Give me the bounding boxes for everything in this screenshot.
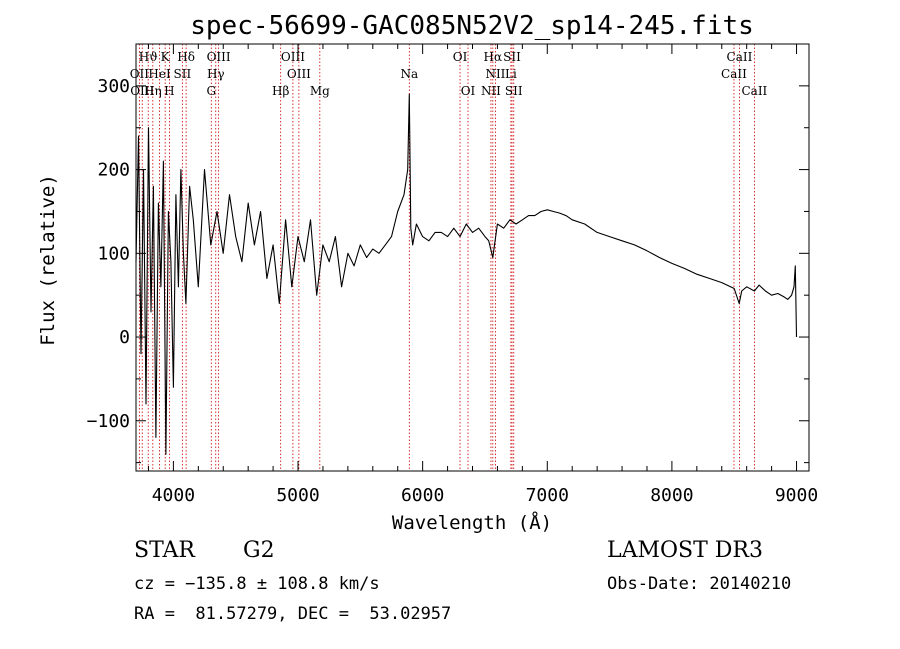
spectral-line-label: NII (481, 84, 501, 98)
spectral-line-label: Hα (484, 50, 503, 64)
coordinates-text: RA = 81.57279, DEC = 53.02957 (134, 604, 452, 624)
spectral-line-label: Mg (310, 84, 330, 98)
spectral-line-label: HeI (148, 67, 171, 81)
y-tick-label: 300 (97, 76, 130, 97)
spectral-line-label: CaII (741, 84, 767, 98)
x-tick-label: 9000 (775, 485, 818, 506)
y-tick-label: 200 (97, 160, 130, 181)
spectral-line-label: OIII (287, 67, 311, 81)
spectral-line-label: OIII (207, 50, 231, 64)
spectrum-line (135, 93, 798, 455)
survey-name: LAMOST DR3 (607, 538, 763, 563)
spectral-line-label: OI (461, 84, 476, 98)
spectral-line-label: Na (400, 67, 418, 81)
spectral-line-label: Hβ (272, 84, 289, 98)
x-tick-label: 5000 (276, 485, 319, 506)
spectral-line-label: G (206, 84, 216, 98)
spectrum-series (135, 93, 798, 455)
object-subclass: G2 (243, 538, 275, 563)
x-tick-label: 8000 (650, 485, 693, 506)
x-tick-label: 4000 (152, 485, 195, 506)
redshift-text: cz = −135.8 ± 108.8 km/s (134, 574, 380, 594)
spectral-line-label: NII (485, 67, 505, 81)
spectral-line-label: SII (503, 50, 521, 64)
spectral-line-label: OI (453, 50, 468, 64)
spectral-line-label: CaII (721, 67, 747, 81)
y-tick-label: 100 (97, 243, 130, 264)
x-tick-label: 6000 (401, 485, 444, 506)
spectral-line-label: CaII (727, 50, 753, 64)
spectral-line-label: Hη (144, 84, 162, 98)
spectral-line-label: OII (130, 67, 150, 81)
y-tick-label: −100 (87, 411, 130, 432)
y-axis-label: Flux (relative) (37, 174, 59, 346)
spectral-line-label: Hγ (207, 67, 225, 81)
spectral-line-label: H (164, 84, 174, 98)
spectral-line-label: OIII (281, 50, 305, 64)
spectral-line-label: Hδ (177, 50, 195, 64)
spectral-line-label: SII (174, 67, 192, 81)
spectral-line-label: SII (505, 84, 523, 98)
spectral-line-label: Li (505, 67, 517, 81)
y-tick-label: 0 (119, 327, 130, 348)
spectral-line-markers (138, 44, 755, 471)
axis-ticks: 4000 5000 6000 7000 8000 9000 −100 0 100 200 300 (87, 43, 818, 506)
object-type: STAR (134, 538, 195, 563)
chart-title: spec-56699-GAC085N52V2_sp14-245.fits (190, 11, 754, 41)
x-axis-label: Wavelength (Å) (392, 511, 552, 534)
obs-date: Obs-Date: 20140210 (607, 574, 792, 594)
plot-frame (135, 43, 810, 472)
x-tick-label: 7000 (526, 485, 569, 506)
spectral-line-label: K (161, 50, 171, 64)
spectral-line-label: Hϑ (139, 50, 158, 64)
